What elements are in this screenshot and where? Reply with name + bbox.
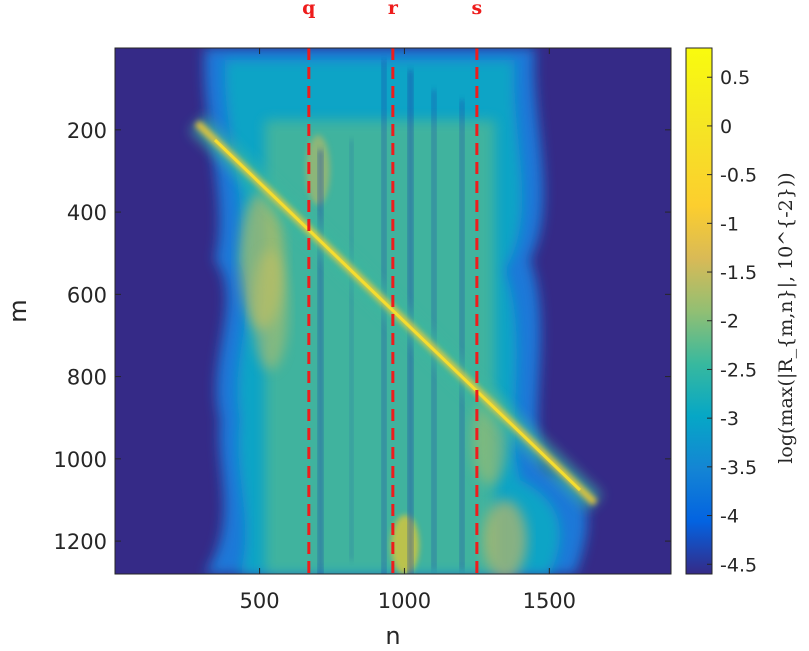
y-tick-label: 600 [67,283,107,307]
y-axis: 200 400 600 800 1000 1200 [54,119,671,554]
colorbar-label: log(max(|R_{m,n}|, 10^{-2})) [775,172,797,463]
colorbar-tick-label: -4.5 [720,554,757,576]
colorbar-tick-label: -0.5 [720,165,757,187]
colorbar-tick-label: -3.5 [720,457,757,479]
x-tick-label: 1000 [378,589,431,613]
y-tick-label: 1000 [54,448,107,472]
y-tick-label: 200 [67,119,107,143]
marker-label-q: q [302,0,315,19]
x-axis: 500 1000 1500 [240,48,576,613]
y-tick-label: 1200 [54,530,107,554]
colorbar-tick-label: -4 [720,506,739,528]
marker-label-r: r [388,0,399,19]
x-axis-label: n [385,622,400,650]
colorbar-tick-label: -2.5 [720,359,757,381]
y-tick-label: 800 [67,366,107,390]
colorbar-tick-label: 0 [720,116,732,138]
colorbar-tick-label: -2 [720,311,739,333]
colorbar-tick-label: -1 [720,213,739,235]
colorbar-tick-label: -1.5 [720,262,757,284]
vertical-markers: q r s [302,0,482,574]
x-tick-label: 1500 [523,589,576,613]
plot-frame [114,47,672,575]
y-tick-label: 400 [67,201,107,225]
colorbar-tick-label: -3 [720,408,739,430]
colorbar-tick-label: 0.5 [720,67,750,89]
colorbar-ticks: 0.5 0 -0.5 -1 -1.5 -2 -2.5 -3 -3.5 -4 -4.5 [707,67,757,576]
x-tick-label: 500 [240,589,280,613]
y-axis-label: m [4,299,32,322]
marker-label-s: s [472,0,483,19]
colorbar [685,47,713,575]
